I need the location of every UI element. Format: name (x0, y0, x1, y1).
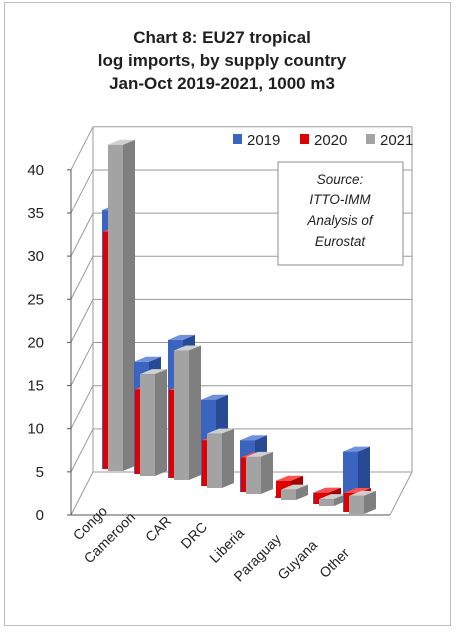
side-gridline (70, 299, 94, 343)
source-annotation: Source: ITTO-IMM Analysis of Eurostat (277, 161, 404, 266)
y-tick-label: 10 (27, 421, 44, 438)
y-tick-label: 30 (27, 248, 44, 265)
y-tick-label: 25 (27, 291, 44, 308)
source-box (277, 161, 404, 266)
bar-side (261, 451, 273, 494)
side-gridline (70, 471, 94, 516)
legend-label-2019: 2019 (247, 132, 280, 149)
chart-title-line-1: Chart 8: EU27 tropical (133, 28, 311, 47)
bar-top (344, 488, 371, 494)
bar-side (189, 345, 201, 480)
legend-label-2021: 2021 (380, 132, 413, 149)
legend-swatch-2020 (300, 134, 309, 144)
chart-title: Chart 8: EU27 tropical log imports, by s… (98, 28, 347, 93)
x-tick-label: Other (316, 545, 352, 581)
legend: 2019 2020 2021 (233, 132, 413, 149)
bar-side (296, 484, 308, 500)
bar-congo-2021 (108, 139, 135, 471)
bar-top (281, 484, 308, 490)
y-tick-label: 35 (27, 205, 44, 222)
source-line-1: Source: (317, 172, 364, 187)
bar-liberia-2021 (246, 451, 273, 494)
bar-side (222, 428, 234, 488)
source-line-4: Eurostat (315, 234, 367, 249)
bar-front (281, 489, 296, 500)
side-gridline (70, 212, 94, 257)
y-axis: 0 5 10 15 20 25 30 35 40 (27, 162, 390, 524)
source-line-3: Analysis of (306, 213, 374, 228)
bar-top (246, 451, 273, 457)
bar-top (140, 369, 167, 375)
bar-side (123, 139, 135, 471)
bar-top (174, 345, 201, 351)
bars (102, 139, 376, 514)
legend-swatch-2021 (366, 134, 375, 144)
bar-top (108, 139, 135, 145)
bar-side (364, 490, 376, 514)
bar-top (319, 494, 346, 500)
bar-front (207, 433, 222, 488)
bar-top (240, 435, 267, 441)
side-gridline (70, 256, 94, 300)
bar-top (314, 487, 341, 493)
bar-other-2021 (349, 490, 376, 514)
bar-side (155, 369, 167, 476)
x-tick-label: CAR (142, 513, 174, 545)
bar-car-2021 (174, 345, 201, 480)
x-tick-label: Liberia (206, 525, 247, 566)
side-gridline (70, 342, 94, 386)
chart-title-line-2: log imports, by supply country (98, 51, 347, 70)
chart-frame (4, 2, 451, 626)
side-gridline (70, 169, 94, 214)
bar-top (201, 394, 228, 400)
bar-top (168, 334, 195, 340)
y-tick-label: 20 (27, 334, 44, 351)
bar-front (246, 456, 261, 494)
source-line-2: ITTO-IMM (309, 192, 371, 207)
y-tick-label: 5 (36, 464, 44, 481)
legend-label-2020: 2020 (314, 132, 347, 149)
side-gridline (70, 428, 94, 473)
floor-edge (389, 471, 413, 516)
bar-top (207, 428, 234, 434)
bar-front (349, 495, 364, 514)
bar-top (134, 356, 161, 362)
bar-front (140, 374, 155, 476)
bar-paraguay-2021 (281, 484, 308, 500)
bar-cameroon-2021 (140, 369, 167, 476)
bar-top (349, 490, 376, 496)
bar-drc-2021 (207, 428, 234, 488)
x-tick-label: DRC (177, 519, 210, 552)
y-tick-label: 40 (27, 162, 44, 179)
y-tick-label: 0 (36, 507, 44, 524)
bar-front (174, 350, 189, 480)
bar-top (276, 475, 303, 481)
bar-top (343, 446, 370, 452)
chart-title-line-3: Jan-Oct 2019-2021, 1000 m3 (109, 74, 335, 93)
side-gridline (70, 385, 94, 429)
legend-swatch-2019 (233, 134, 242, 144)
bar-front (319, 499, 334, 506)
side-gridline (70, 126, 94, 171)
y-tick-label: 15 (27, 378, 44, 395)
bar-front (108, 144, 123, 471)
